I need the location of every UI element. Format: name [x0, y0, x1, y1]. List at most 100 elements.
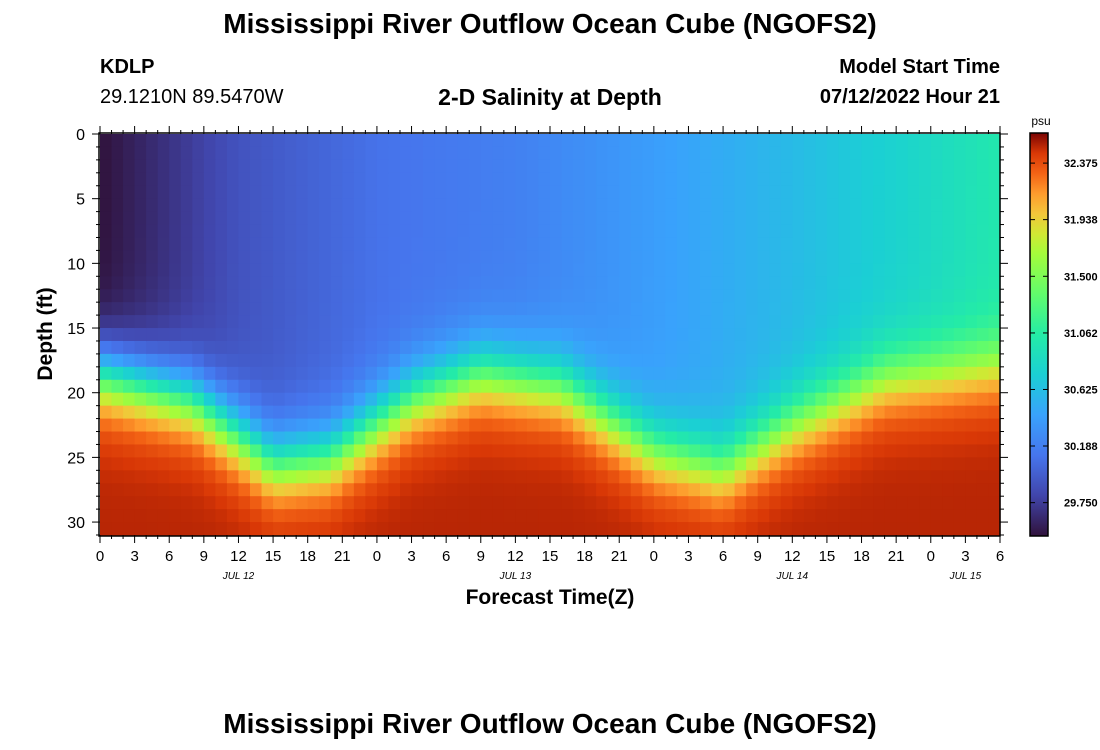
heatmap-cell — [815, 509, 828, 523]
heatmap-cell — [619, 379, 632, 394]
heatmap-cell — [434, 134, 447, 148]
heatmap-cell — [780, 159, 793, 174]
heatmap-cell — [503, 470, 516, 484]
heatmap-cell — [780, 509, 793, 523]
heatmap-cell — [169, 289, 182, 303]
heatmap-cell — [330, 159, 343, 174]
x-tick-label: 3 — [684, 548, 692, 565]
heatmap-cell — [423, 496, 436, 510]
heatmap-cell — [365, 366, 378, 381]
heatmap-cell — [423, 185, 436, 200]
heatmap-cell — [376, 198, 390, 213]
heatmap-cell — [123, 146, 136, 161]
heatmap-cell — [665, 134, 678, 148]
heatmap-cell — [365, 198, 378, 213]
heatmap-cell — [250, 289, 263, 303]
heatmap-cell — [642, 224, 655, 239]
heatmap-cell — [884, 470, 897, 484]
heatmap-cell — [942, 366, 955, 381]
heatmap-cell — [953, 431, 966, 446]
heatmap-cell — [365, 315, 378, 329]
heatmap-cell — [284, 146, 297, 161]
heatmap-cell — [134, 405, 147, 420]
heatmap-cell — [307, 289, 320, 303]
heatmap-cell — [653, 302, 666, 316]
heatmap-cell — [388, 198, 401, 213]
heatmap-cell — [596, 289, 609, 303]
heatmap-cell — [769, 328, 782, 342]
heatmap-cell — [469, 418, 482, 433]
heatmap-cell — [584, 172, 597, 187]
heatmap-cell — [642, 444, 655, 458]
heatmap-cell — [423, 302, 436, 316]
heatmap-cell — [365, 353, 378, 368]
heatmap-cell — [838, 146, 851, 161]
heatmap-cell — [388, 444, 401, 458]
heatmap-cell — [584, 405, 597, 420]
heatmap-cell — [538, 418, 551, 433]
heatmap-cell — [826, 211, 840, 226]
heatmap-cell — [873, 470, 886, 484]
heatmap-cell — [538, 470, 551, 484]
heatmap-cell — [942, 483, 955, 497]
heatmap-cell — [250, 457, 263, 471]
heatmap-cell — [688, 328, 701, 342]
heatmap-cell — [711, 522, 724, 536]
heatmap-cell — [780, 457, 793, 471]
heatmap-cell — [561, 431, 574, 446]
heatmap-cell — [930, 146, 943, 161]
heatmap-cell — [261, 353, 274, 368]
heatmap-cell — [550, 302, 563, 316]
heatmap-cell — [180, 134, 193, 148]
heatmap-cell — [757, 172, 770, 187]
heatmap-cell — [307, 159, 320, 174]
heatmap-cell — [700, 470, 713, 484]
heatmap-cell — [861, 483, 874, 497]
heatmap-cell — [446, 276, 459, 290]
heatmap-cell — [215, 146, 228, 161]
heatmap-cell — [515, 134, 528, 148]
heatmap-cell — [988, 185, 1001, 200]
heatmap-cell — [250, 250, 263, 264]
heatmap-cell — [250, 263, 263, 277]
heatmap-cell — [296, 379, 309, 394]
heatmap-cell — [723, 198, 736, 213]
heatmap-cell — [688, 431, 701, 446]
heatmap-cell — [757, 276, 770, 290]
heatmap-cell — [826, 276, 840, 290]
heatmap-cell — [307, 250, 320, 264]
heatmap-cell — [746, 211, 759, 226]
heatmap-cell — [180, 302, 193, 316]
heatmap-cell — [215, 198, 228, 213]
heatmap-cell — [826, 263, 840, 277]
heatmap-cell — [111, 353, 124, 368]
heatmap-cell — [261, 379, 274, 394]
heatmap-cell — [584, 198, 597, 213]
heatmap-cell — [296, 159, 309, 174]
heatmap-cell — [550, 185, 563, 200]
heatmap-cell — [342, 315, 355, 329]
heatmap-cell — [907, 198, 920, 213]
heatmap-cell — [734, 379, 747, 394]
heatmap-cell — [169, 392, 182, 407]
heatmap-cell — [850, 418, 863, 433]
heatmap-cell — [353, 379, 366, 394]
heatmap-cell — [250, 328, 263, 342]
heatmap-cell — [942, 470, 955, 484]
heatmap-cell — [215, 522, 228, 536]
heatmap-cell — [815, 159, 828, 174]
heatmap-cell — [169, 405, 182, 420]
heatmap-cell — [873, 405, 886, 420]
heatmap-cell — [873, 237, 886, 252]
heatmap-cell — [492, 392, 505, 407]
heatmap-cell — [169, 198, 182, 213]
heatmap-cell — [861, 198, 874, 213]
heatmap-cell — [942, 134, 955, 148]
heatmap-cell — [665, 522, 678, 536]
heatmap-cell — [146, 457, 159, 471]
heatmap-cell — [665, 289, 678, 303]
heatmap-cell — [307, 198, 320, 213]
heatmap-cell — [584, 134, 597, 148]
heatmap-cell — [526, 211, 540, 226]
